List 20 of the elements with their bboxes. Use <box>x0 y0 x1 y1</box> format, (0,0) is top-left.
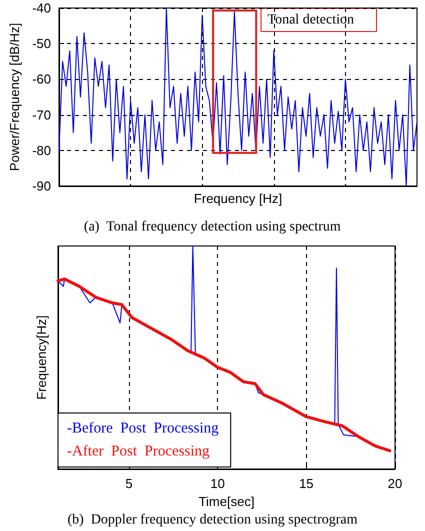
y-tick-label: -60 <box>32 72 51 87</box>
x-tick-label: 5 <box>125 476 133 491</box>
y-tick-label: -40 <box>32 0 51 16</box>
annotation: Tonal detection <box>268 12 354 28</box>
x-tick-label: 20 <box>388 476 402 491</box>
y-tick-label: -80 <box>32 142 51 158</box>
y-axis-title: Power/Frequency [dB/Hz] <box>7 22 22 172</box>
x-axis-title: Frequency [Hz] <box>194 191 282 206</box>
y-tick-label: -50 <box>32 36 51 52</box>
text: (a) Tonal frequency detection using spectrum <box>84 220 341 234</box>
x-tick-label: 10 <box>210 476 225 491</box>
text: -Before Post Processing <box>67 420 220 436</box>
y-tick-label: -70 <box>32 107 51 122</box>
line-series <box>58 8 418 186</box>
text: -After Post Processing <box>67 444 210 460</box>
x-axis-title: Time[sec] <box>198 494 254 509</box>
x-tick-label: 15 <box>299 476 314 491</box>
y-tick-label: -90 <box>32 178 51 194</box>
y-axis-title: Frequency[Hz] <box>34 315 49 400</box>
text: (b) Doppler frequency detection using spectrogram <box>67 512 358 528</box>
